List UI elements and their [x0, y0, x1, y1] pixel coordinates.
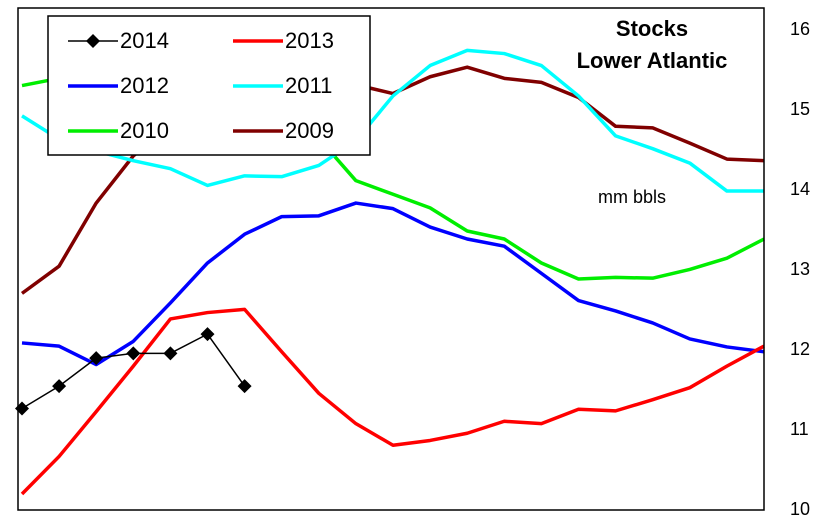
legend-label: 2010	[120, 118, 169, 143]
y-tick-label: 11	[790, 419, 809, 439]
point-marker	[52, 379, 67, 394]
series-line	[21, 48, 764, 193]
y-tick-label: 13	[790, 259, 810, 279]
y-tick-label: 16	[790, 19, 810, 39]
legend-label: 2009	[285, 118, 334, 143]
chart-title: Stocks	[616, 16, 688, 41]
legend-label: 2011	[285, 73, 332, 98]
point-marker	[89, 351, 104, 366]
legend-label: 2013	[285, 28, 334, 53]
series-line	[21, 201, 765, 367]
y-tick-label: 14	[790, 179, 810, 199]
annotation: mm bbls	[598, 187, 666, 207]
point-marker	[163, 346, 178, 361]
series-line	[20, 307, 765, 496]
point-marker	[200, 327, 215, 342]
legend-marker	[86, 34, 100, 48]
legend-label: 2012	[120, 73, 169, 98]
point-marker	[126, 346, 141, 361]
y-tick-label: 12	[790, 339, 810, 359]
y-tick-label: 10	[790, 499, 810, 516]
legend-label: 2014	[120, 28, 169, 53]
point-marker	[237, 379, 252, 394]
y-tick-label: 15	[790, 99, 810, 119]
chart-subtitle: Lower Atlantic	[577, 48, 728, 73]
plot-border	[17, 7, 765, 511]
